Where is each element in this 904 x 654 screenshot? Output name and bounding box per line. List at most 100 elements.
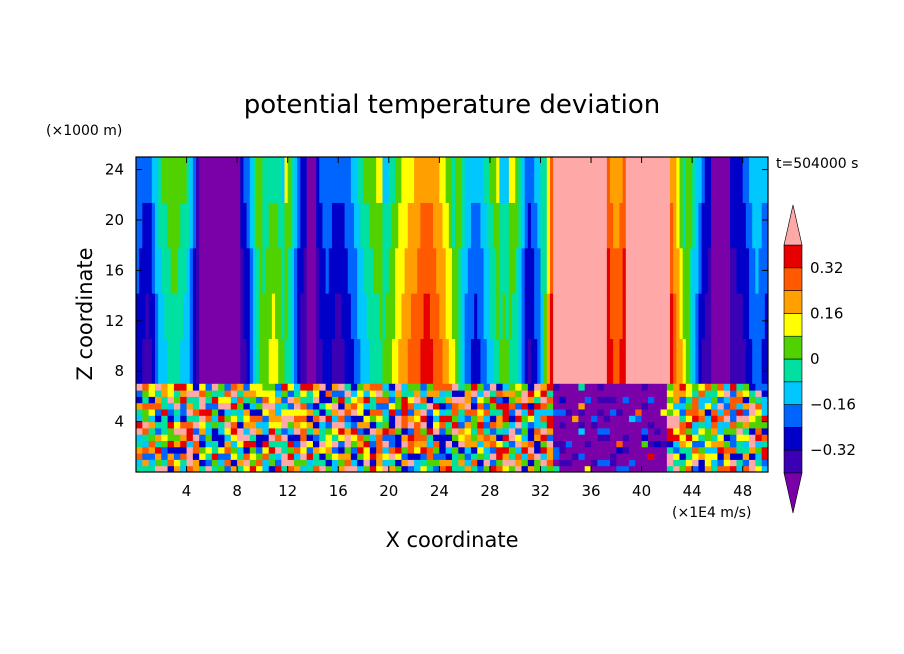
field-cell (363, 390, 371, 397)
field-cell (382, 383, 390, 391)
field-cell (325, 421, 333, 429)
colorbar-band (783, 449, 803, 474)
field-cell (445, 383, 453, 391)
field-cell (508, 453, 516, 460)
field-cell (622, 440, 630, 448)
field-cell (591, 402, 598, 410)
field-cell (692, 402, 699, 410)
field-cell (647, 402, 655, 410)
field-cell (281, 415, 289, 423)
field-cell (685, 459, 693, 467)
field-cell (647, 293, 652, 340)
field-cell (439, 409, 447, 416)
field-cell (433, 440, 440, 448)
field-cell (527, 383, 535, 391)
field-cell (597, 157, 602, 203)
field-cell (704, 415, 712, 423)
field-cell (534, 202, 538, 249)
field-cell (527, 402, 535, 410)
field-cell (354, 293, 358, 340)
field-cell (426, 293, 431, 340)
field-cell (679, 440, 687, 448)
field-cell (256, 383, 263, 391)
field-cell (470, 409, 478, 416)
field-cell (556, 338, 561, 385)
field-cell (616, 427, 624, 435)
field-cell (597, 434, 605, 441)
field-cell (736, 421, 744, 429)
field-cell (597, 202, 602, 249)
field-cell (309, 202, 314, 249)
field-cell (723, 434, 731, 441)
field-cell (622, 409, 630, 416)
field-cell (452, 421, 459, 429)
field-cell (218, 440, 225, 448)
field-cell (290, 247, 295, 294)
field-cell (312, 202, 317, 249)
field-cell (540, 434, 548, 441)
field-cell (173, 202, 178, 249)
field-cell (692, 293, 696, 340)
field-cell (325, 383, 333, 391)
field-cell (341, 247, 346, 294)
field-cell (325, 247, 330, 294)
field-cell (148, 247, 153, 294)
field-cell (584, 421, 592, 429)
field-cell (527, 157, 532, 203)
field-cell (635, 446, 643, 454)
field-cell (603, 465, 611, 472)
field-cell (496, 338, 500, 385)
field-cell (474, 338, 478, 385)
field-cell (271, 338, 276, 385)
field-cell (464, 338, 469, 385)
field-cell (404, 293, 409, 340)
field-cell (628, 465, 636, 472)
field-cell (357, 421, 365, 429)
field-cell (628, 338, 633, 385)
field-cell (660, 390, 668, 397)
field-cell (603, 396, 611, 404)
field-cell (151, 338, 156, 385)
field-cell (761, 459, 768, 467)
field-cell (382, 434, 390, 441)
field-cell (230, 293, 235, 340)
field-cell (350, 434, 358, 441)
field-cell (489, 434, 497, 441)
field-cell (755, 202, 760, 249)
field-cell (692, 446, 699, 454)
field-cell (496, 453, 504, 460)
field-cell (723, 453, 731, 460)
field-cell (521, 409, 529, 416)
field-cell (758, 293, 763, 340)
field-cell (761, 453, 768, 460)
field-cell (704, 157, 709, 203)
field-cell (426, 247, 431, 294)
field-cell (464, 415, 472, 423)
field-cell (591, 409, 598, 416)
field-cell (335, 202, 339, 249)
field-cell (578, 465, 586, 472)
field-cell (331, 390, 339, 397)
field-cell (407, 440, 415, 448)
field-cell (357, 402, 365, 410)
field-cell (445, 247, 450, 294)
field-cell (540, 421, 548, 429)
field-cell (281, 421, 289, 429)
field-cell (685, 338, 690, 385)
field-cell (287, 421, 295, 429)
field-cell (281, 338, 286, 385)
field-cell (761, 440, 768, 448)
field-cell (489, 465, 497, 472)
field-cell (325, 409, 333, 416)
field-cell (660, 202, 665, 249)
field-cell (407, 402, 415, 410)
field-cell (199, 293, 203, 340)
field-cell (553, 409, 560, 416)
field-cell (723, 390, 731, 397)
field-cell (249, 247, 254, 294)
field-cell (294, 390, 301, 397)
field-cell (685, 390, 693, 397)
field-cell (578, 421, 586, 429)
field-cell (398, 338, 403, 385)
field-cell (401, 402, 409, 410)
